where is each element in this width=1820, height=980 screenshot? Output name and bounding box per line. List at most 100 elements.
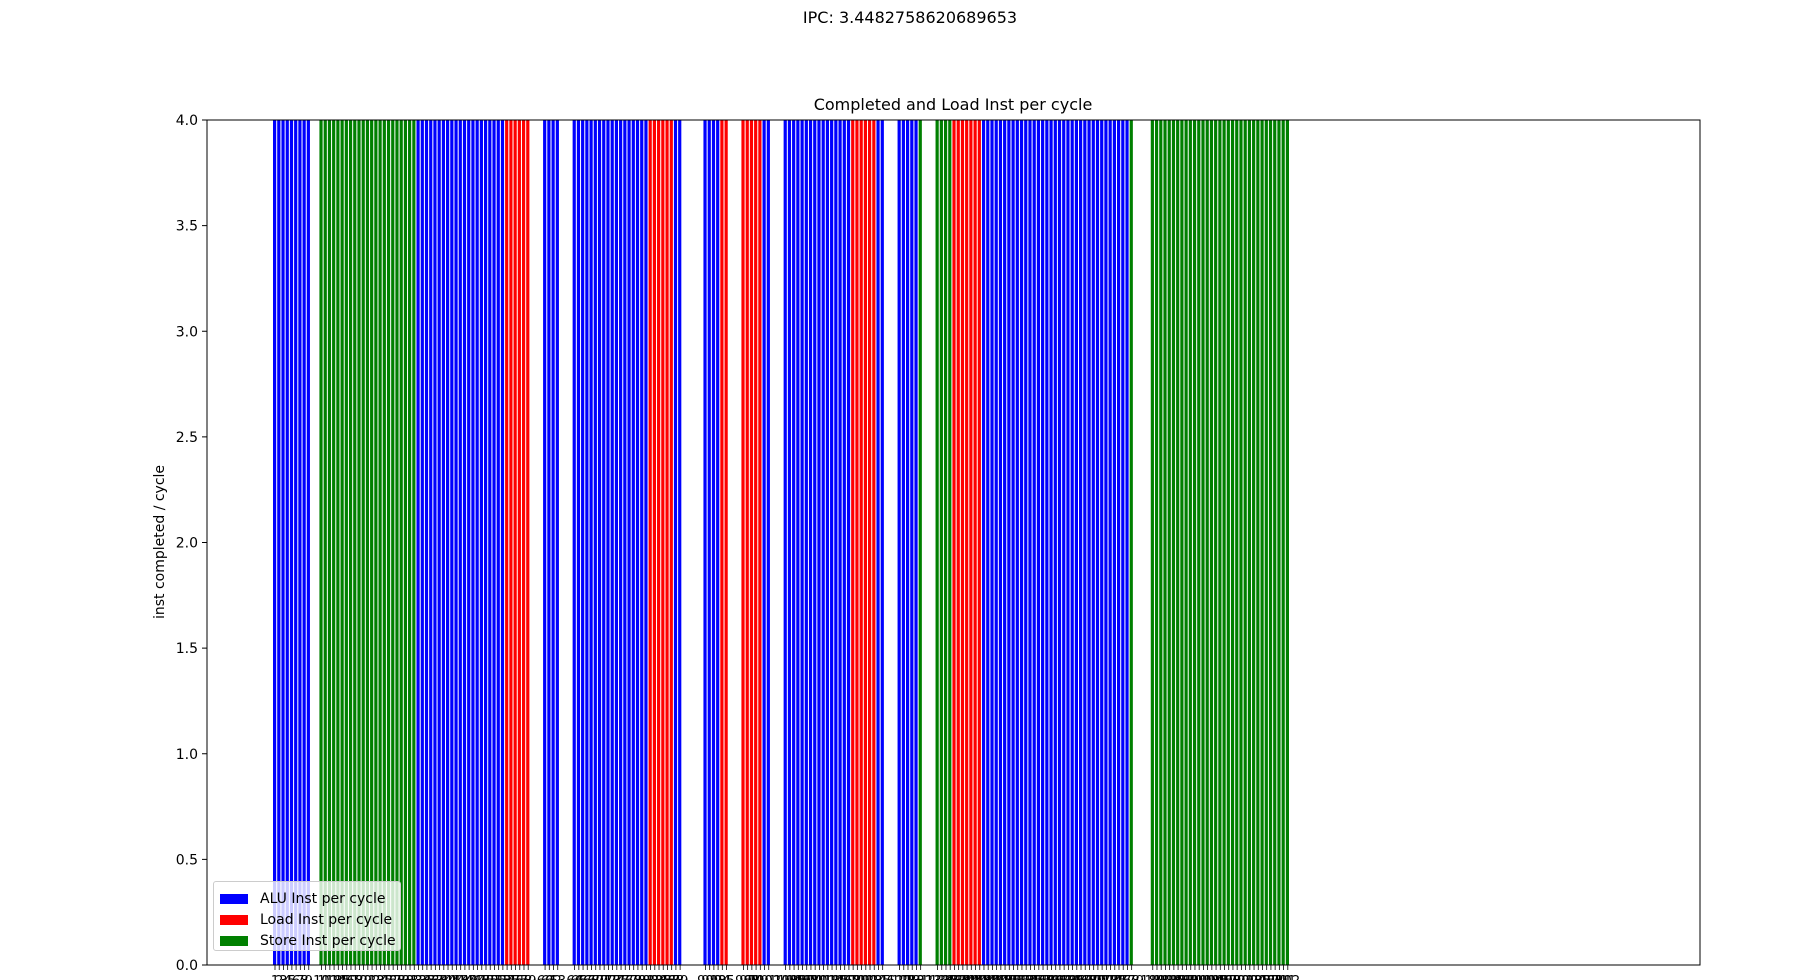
x-tick-label: 17 xyxy=(343,974,360,980)
x-tick-label: 124 xyxy=(862,974,887,980)
x-tick-label: 199 xyxy=(1221,974,1246,980)
bar-38 xyxy=(437,120,441,965)
bar-98 xyxy=(749,120,754,965)
bar-168 xyxy=(1083,120,1087,965)
x-tick-label: 212 xyxy=(1275,974,1300,980)
x-tick-label: 207 xyxy=(1254,974,1279,980)
bar-149 xyxy=(1003,120,1007,965)
bar-139 xyxy=(960,120,965,965)
bar-137 xyxy=(952,120,956,965)
bar-8 xyxy=(302,120,306,965)
bar-142 xyxy=(973,120,977,965)
bar-196 xyxy=(1218,120,1222,965)
bar-118 xyxy=(846,120,851,965)
bar-111 xyxy=(817,120,821,965)
x-tick-label: 95 xyxy=(718,974,735,980)
x-tick-label: 178 xyxy=(1115,974,1140,980)
y-tick-label: 0.0 xyxy=(176,958,198,974)
x-tick-label: 96 xyxy=(735,974,752,980)
x-tick-label: 90 xyxy=(697,974,714,980)
x-tick-label: 78 xyxy=(625,974,642,980)
bar-14 xyxy=(336,120,340,965)
x-tick-label: 193 xyxy=(1195,974,1220,980)
bar-210 xyxy=(1277,120,1281,965)
x-tick-label: 133 xyxy=(925,974,950,980)
bar-138 xyxy=(956,120,960,965)
bar-127 xyxy=(897,120,901,965)
bar-79 xyxy=(635,120,640,965)
x-tick-label: 27 xyxy=(385,974,402,980)
bar-37 xyxy=(433,120,437,965)
bar-89 xyxy=(678,120,682,965)
x-tick-label: 208 xyxy=(1259,974,1284,980)
bar-36 xyxy=(429,120,433,965)
x-tick-label: 102 xyxy=(756,974,781,980)
bar-44 xyxy=(462,120,467,965)
legend-item-load: Load Inst per cycle xyxy=(220,911,392,929)
bar-206 xyxy=(1260,120,1264,965)
bar-52 xyxy=(496,120,500,965)
bar-164 xyxy=(1066,120,1070,965)
bar-77 xyxy=(627,120,631,965)
x-tick-label: 153 xyxy=(1010,974,1035,980)
legend-item-store: Store Inst per cycle xyxy=(220,932,396,950)
x-tick-label: 126 xyxy=(870,974,895,980)
y-axis-label: inst completed / cycle xyxy=(152,465,168,619)
x-tick-label: 92 xyxy=(706,974,723,980)
bars-group xyxy=(273,120,1289,965)
bar-116 xyxy=(838,120,842,965)
bar-29 xyxy=(399,120,403,965)
x-tick-label: 144 xyxy=(972,974,997,980)
x-tick-label: 22 xyxy=(364,974,381,980)
bar-123 xyxy=(868,120,872,965)
x-tick-label: 136 xyxy=(938,974,963,980)
x-tick-label: 127 xyxy=(887,974,912,980)
bar-148 xyxy=(998,120,1003,965)
x-tick-label: 48 xyxy=(474,974,491,980)
bar-59 xyxy=(526,120,530,965)
bar-179 xyxy=(1129,120,1133,965)
x-tick-label: 56 xyxy=(507,974,524,980)
x-tick-label: 192 xyxy=(1191,974,1216,980)
legend-swatch-store xyxy=(220,936,248,946)
x-tick-label: 171 xyxy=(1085,974,1110,980)
bar-83 xyxy=(652,120,656,965)
figure-suptitle: IPC: 3.4482758620689653 xyxy=(802,8,1018,27)
x-tick-label: 115 xyxy=(824,974,849,980)
x-tick-label: 97 xyxy=(739,974,756,980)
x-tick-label: 137 xyxy=(942,974,967,980)
bar-64 xyxy=(572,120,576,965)
bar-162 xyxy=(1057,120,1062,965)
x-tick-label: 59 xyxy=(520,974,537,980)
bar-24 xyxy=(378,120,382,965)
bar-105 xyxy=(792,120,796,965)
bar-178 xyxy=(1125,120,1129,965)
bar-48 xyxy=(479,120,483,965)
x-tick-label: 184 xyxy=(1157,974,1182,980)
x-tick-label: 5 xyxy=(288,974,296,980)
bar-76 xyxy=(623,120,627,965)
bar-75 xyxy=(619,120,623,965)
x-tick-label: 118 xyxy=(837,974,862,980)
y-tick-label: 0.5 xyxy=(176,852,198,868)
x-tick-label: 191 xyxy=(1187,974,1212,980)
bar-54 xyxy=(505,120,509,965)
bar-28 xyxy=(395,120,399,965)
x-tick-label: 93 xyxy=(710,974,727,980)
bar-167 xyxy=(1079,120,1083,965)
bar-22 xyxy=(370,120,374,965)
bar-144 xyxy=(981,120,986,965)
bar-122 xyxy=(863,120,867,965)
x-tick-label: 43 xyxy=(452,974,469,980)
bar-85 xyxy=(661,120,665,965)
x-tick-label: 2 xyxy=(275,974,283,980)
x-tick-label: 108 xyxy=(794,974,819,980)
bar-66 xyxy=(581,120,585,965)
bar-186 xyxy=(1176,120,1180,965)
bar-107 xyxy=(800,120,804,965)
x-tick-label: 4 xyxy=(284,974,292,980)
bar-87 xyxy=(669,120,673,965)
x-tick-label: 89 xyxy=(672,974,689,980)
bar-187 xyxy=(1180,120,1184,965)
bar-174 xyxy=(1108,120,1112,965)
